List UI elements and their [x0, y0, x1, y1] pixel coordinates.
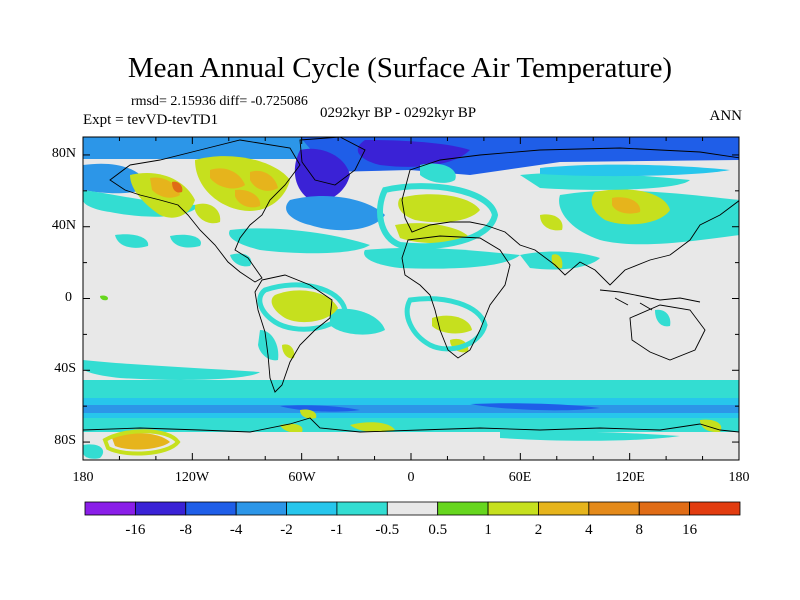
lat-tick-label-40n: 40N: [52, 218, 76, 233]
siberia-cool-streak: [540, 164, 730, 177]
y-axis-labels: 80N 40N 0 40S 80S: [52, 146, 76, 448]
colorbar-level-label: -0.5: [375, 522, 399, 538]
coastline-eurasia: [401, 147, 739, 286]
lon-tick-label-60e: 60E: [509, 470, 532, 485]
southern-ocean-cold-band: [83, 405, 739, 413]
coastline-africa: [401, 235, 511, 359]
colorbar-level-label: 4: [585, 522, 593, 538]
colorbar-level-label: -8: [180, 522, 193, 538]
colorbar-swatch: [638, 501, 691, 516]
central-atlantic-teal: [229, 228, 370, 254]
canada-warm-core-1: [210, 168, 245, 189]
rmsd-diff-stats: rmsd= 2.15936 diff= -0.725086: [131, 94, 308, 109]
lat-tick-label-40s: 40S: [54, 361, 76, 376]
south-america-west-teal: [258, 330, 279, 361]
colorbar-level-label: 8: [635, 522, 643, 538]
coastline-australia: [629, 304, 706, 361]
antarctica-teal-patch: [500, 431, 680, 441]
colorbar-swatch: [84, 501, 136, 516]
pacific-teal-patch-1: [115, 234, 149, 248]
coastline-north-america: [109, 139, 301, 283]
greenland-sea-cold: [294, 148, 350, 202]
x-axis-labels: 180 120W 60W 0 60E 120E 180: [73, 470, 750, 485]
coastline-greenland: [299, 137, 366, 186]
colorbar-swatch: [185, 501, 237, 516]
south-europe-warm: [395, 223, 470, 244]
north-atlantic-cool: [286, 195, 385, 231]
central-africa-warm: [432, 315, 472, 334]
amazon-teal-ring: [257, 282, 348, 332]
colorbar-swatch: [538, 501, 590, 516]
rockies-warm: [195, 203, 221, 224]
pacific-teal-patch-2: [170, 234, 201, 248]
colorbar-swatch: [336, 501, 388, 516]
antarctic-coast-warm-1: [350, 422, 395, 433]
colorbar-swatch: [134, 501, 187, 516]
antarctic-coast-warm-4: [300, 409, 317, 419]
antarctica-warm-spot-ross-ring: [102, 429, 181, 456]
lon-tick-label-60w: 60W: [288, 470, 316, 485]
antarctica-teal-left: [83, 444, 104, 459]
colorbar-level-label: 16: [682, 522, 698, 538]
colorbar-swatch: [487, 501, 539, 516]
colorbar-level-label: 2: [535, 522, 543, 538]
colorbar-level-label: -4: [230, 522, 243, 538]
colorbar-level-label: -1: [331, 522, 344, 538]
lon-tick-label-120e: 120E: [615, 470, 645, 485]
siberia-teal: [520, 172, 690, 190]
argentina-warm: [282, 344, 295, 359]
season-label: ANN: [709, 108, 743, 124]
lon-tick-label-0: 0: [408, 470, 415, 485]
colorbar-level-label: 1: [484, 522, 492, 538]
alaska-warm-core: [150, 177, 180, 198]
experiment-label: Expt = tevVD-tevTD1: [83, 112, 219, 128]
scandinavia-teal: [420, 163, 456, 183]
colorbar-level-label: -2: [280, 522, 293, 538]
map-title: Mean Annual Cycle (Surface Air Temperatu…: [127, 52, 673, 84]
west-asia-warm: [540, 214, 563, 231]
colorbar-swatch: [588, 501, 640, 516]
yukon-hot-spot: [172, 181, 183, 193]
canada-warm-core-2: [250, 170, 278, 191]
coastline-south-america: [254, 274, 333, 393]
south-pacific-teal: [83, 360, 260, 380]
lon-tick-label-120w: 120W: [175, 470, 210, 485]
pacific-green-fleck: [100, 295, 109, 301]
europe-warm: [398, 194, 480, 223]
antarctica-warm-spot-ross: [112, 433, 170, 450]
antarctic-coast-warm-2: [280, 423, 303, 433]
coastline-maritime-continent: [599, 289, 701, 311]
colorbar-swatch: [286, 501, 338, 516]
colorbar-swatch: [386, 501, 439, 516]
colorbar-swatch: [689, 501, 741, 516]
coastlines: [83, 137, 739, 433]
hudson-bay-warm: [235, 189, 261, 208]
southern-ocean-teal-band: [83, 380, 739, 398]
lat-tick-label-80s: 80S: [54, 433, 76, 448]
central-asia-warm-core: [612, 197, 641, 214]
lon-tick-label-180e: 180: [729, 470, 750, 485]
colorbar-level-label: -16: [125, 522, 145, 538]
axis-ticks: [82, 137, 740, 460]
colorbar-swatch: [235, 501, 287, 516]
colorbar-swatch: [437, 501, 489, 516]
europe-teal-ring: [377, 183, 499, 250]
amazon-warm: [271, 290, 338, 323]
southern-ocean-dark-streak-2: [470, 403, 600, 411]
lat-tick-label-0: 0: [65, 290, 72, 305]
southern-ocean-dark-streak-1: [280, 405, 360, 412]
australia-teal: [655, 309, 671, 327]
period-label: 0292kyr BP - 0292kyr BP: [320, 105, 477, 121]
lon-tick-label-180w: 180: [73, 470, 94, 485]
coastline-antarctica: [83, 417, 739, 433]
lat-tick-label-80n: 80N: [52, 146, 76, 161]
colorbar: -16 -8 -4 -2 -1 -0.5 0.5 1 2 4 8 16: [84, 501, 741, 538]
africa-teal-ring: [404, 296, 488, 352]
colorbar-level-label: 0.5: [428, 522, 447, 538]
